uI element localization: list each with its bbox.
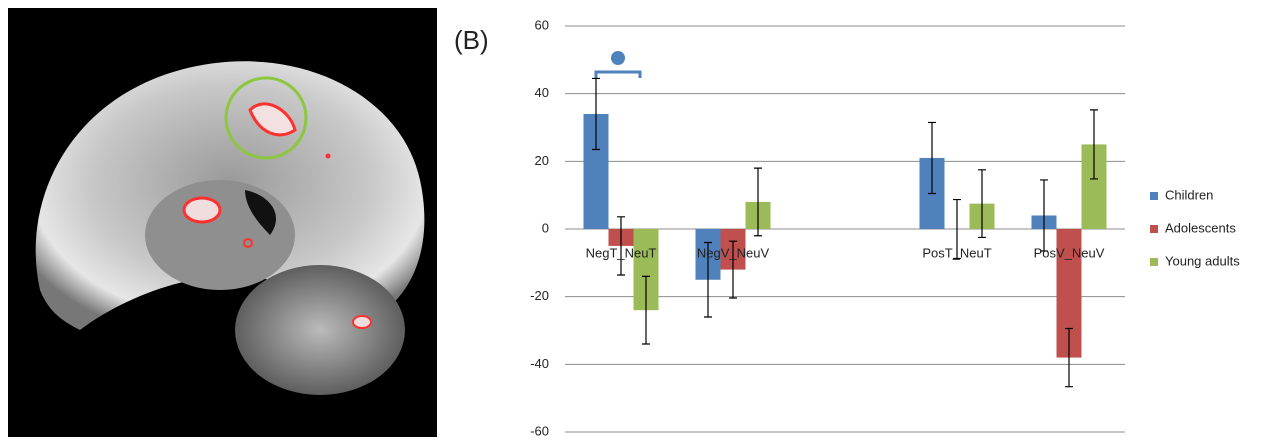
y-tick-label: 60 <box>535 17 549 32</box>
y-tick-label: -60 <box>530 423 549 438</box>
y-tick-label: 0 <box>542 220 549 235</box>
panel-label: (B) <box>454 25 489 55</box>
brain-image <box>8 8 437 437</box>
x-tick-label: NegV_NeuV <box>697 245 770 260</box>
legend-swatch <box>1150 258 1158 266</box>
y-tick-label: -20 <box>530 288 549 303</box>
legend-label: Adolescents <box>1165 220 1236 235</box>
figure: (B) -60 -40 -20 0 20 40 60 NegT_NeuT NegV_NeuV Po… <box>0 0 1275 441</box>
y-tick-label: 40 <box>535 85 549 100</box>
legend-swatch <box>1150 192 1158 200</box>
y-tick-label: -40 <box>530 356 549 371</box>
legend-label: Young adults <box>1165 253 1240 268</box>
x-tick-label: PosV_NeuV <box>1034 245 1105 260</box>
legend-swatch <box>1150 225 1158 233</box>
x-tick-label: NegT_NeuT <box>586 245 657 260</box>
x-tick-label: PosT_NeuT <box>922 245 991 260</box>
y-tick-label: 20 <box>535 153 549 168</box>
legend-label: Children <box>1165 187 1213 202</box>
significance <box>596 51 640 78</box>
